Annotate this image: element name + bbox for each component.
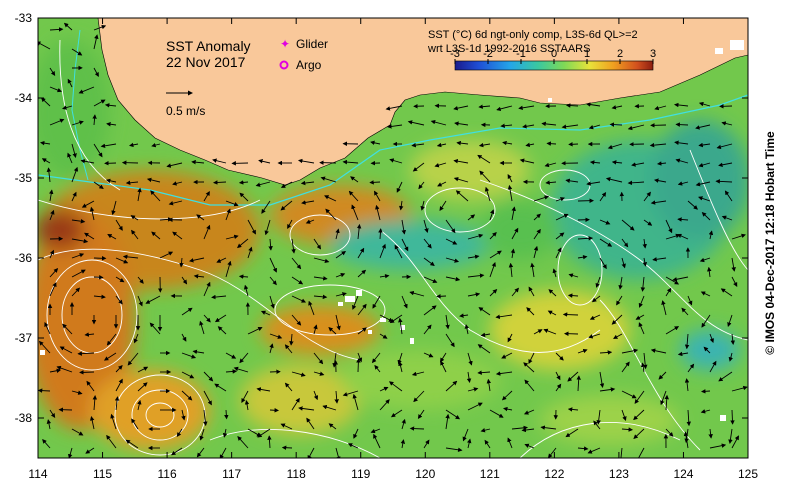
colorbar-tick-label: -1 (516, 48, 526, 60)
current-vector (94, 277, 103, 278)
current-vector (39, 390, 50, 391)
y-tick-label: -38 (15, 411, 33, 425)
glider-label: Glider (296, 37, 328, 51)
map-title: SST Anomaly (166, 38, 251, 54)
current-vector (270, 410, 278, 411)
x-tick-label: 115 (93, 467, 112, 481)
product-line-1: SST (°C) 6d ngt-only comp, L3S-6d QL>=2 (428, 29, 638, 41)
colorbar-tick-label: 3 (650, 48, 656, 60)
x-tick-label: 116 (158, 467, 177, 481)
x-tick-label: 114 (28, 467, 47, 481)
current-vector (437, 296, 446, 297)
colorbar-tick-label: 0 (551, 48, 557, 60)
y-tick-label: -35 (15, 171, 33, 185)
x-tick-label: 122 (544, 467, 564, 481)
current-vector (411, 428, 424, 429)
map-plot-area (25, 18, 750, 462)
colorbar-tick-label: 2 (617, 48, 623, 60)
x-tick-label: 120 (415, 467, 435, 481)
x-tick-label: 117 (222, 467, 241, 481)
current-vector (358, 359, 359, 372)
x-tick-label: 121 (480, 467, 500, 481)
y-tick-label: -34 (15, 91, 33, 105)
x-tick-label: 125 (738, 467, 758, 481)
y-tick-label: -36 (15, 251, 33, 265)
x-tick-label: 118 (287, 467, 306, 481)
colorbar-tick-label: -2 (483, 48, 493, 60)
y-tick-label: -37 (15, 331, 33, 345)
glider-marker: ✦ (280, 37, 290, 51)
x-tick-label: 123 (609, 467, 629, 481)
current-vector (569, 144, 578, 145)
current-vector (80, 372, 94, 373)
current-vector (370, 182, 380, 183)
map-date: 22 Nov 2017 (166, 54, 246, 70)
current-vector (732, 410, 733, 424)
colorbar-tick-label: 1 (584, 48, 590, 60)
current-vector (676, 124, 688, 125)
credit-container: © IMOS 04-Dec-2017 12:18 Hobart Time (752, 18, 788, 468)
current-vector (283, 448, 292, 449)
current-vector (226, 410, 227, 419)
x-tick-label: 119 (351, 467, 370, 481)
credit-text: © IMOS 04-Dec-2017 12:18 Hobart Time (763, 131, 777, 354)
y-tick-label: -33 (15, 11, 33, 25)
current-vector (547, 143, 556, 144)
colorbar-tick-label: -3 (450, 48, 460, 60)
current-vector (564, 314, 578, 315)
x-tick-label: 124 (673, 467, 693, 481)
current-vector (702, 391, 710, 392)
scale-arrow-label: 0.5 m/s (166, 104, 205, 118)
current-vector (611, 124, 623, 125)
argo-label: Argo (296, 58, 322, 72)
